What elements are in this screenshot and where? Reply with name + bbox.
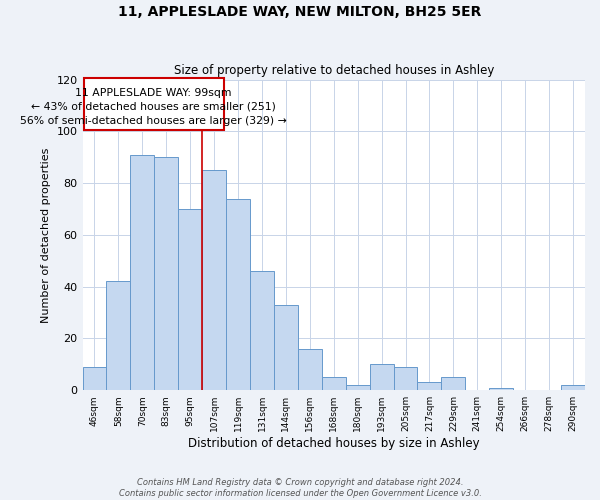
Bar (130, 154, 154, 390)
Bar (178, 209, 202, 390)
Bar (489, 388, 513, 390)
FancyBboxPatch shape (83, 78, 224, 130)
Text: 56% of semi-detached houses are larger (329) →: 56% of semi-detached houses are larger (… (20, 116, 287, 126)
Bar (322, 378, 346, 390)
Bar (274, 305, 298, 390)
Text: 11 APPLESLADE WAY: 99sqm: 11 APPLESLADE WAY: 99sqm (76, 88, 232, 98)
Bar (346, 385, 370, 390)
Bar (226, 198, 250, 390)
Y-axis label: Number of detached properties: Number of detached properties (41, 147, 51, 322)
Bar (418, 382, 442, 390)
Bar (394, 367, 418, 390)
X-axis label: Distribution of detached houses by size in Ashley: Distribution of detached houses by size … (188, 437, 479, 450)
Bar (202, 170, 226, 390)
Text: Contains HM Land Registry data © Crown copyright and database right 2024.
Contai: Contains HM Land Registry data © Crown c… (119, 478, 481, 498)
Bar (154, 157, 178, 390)
Bar (83, 367, 106, 390)
Bar (298, 349, 322, 390)
Bar (561, 385, 585, 390)
Text: 11, APPLESLADE WAY, NEW MILTON, BH25 5ER: 11, APPLESLADE WAY, NEW MILTON, BH25 5ER (118, 5, 482, 19)
Bar (250, 271, 274, 390)
Bar (370, 364, 394, 390)
Bar (442, 378, 466, 390)
Bar (106, 282, 130, 390)
Text: ← 43% of detached houses are smaller (251): ← 43% of detached houses are smaller (25… (31, 102, 276, 112)
Title: Size of property relative to detached houses in Ashley: Size of property relative to detached ho… (173, 64, 494, 77)
